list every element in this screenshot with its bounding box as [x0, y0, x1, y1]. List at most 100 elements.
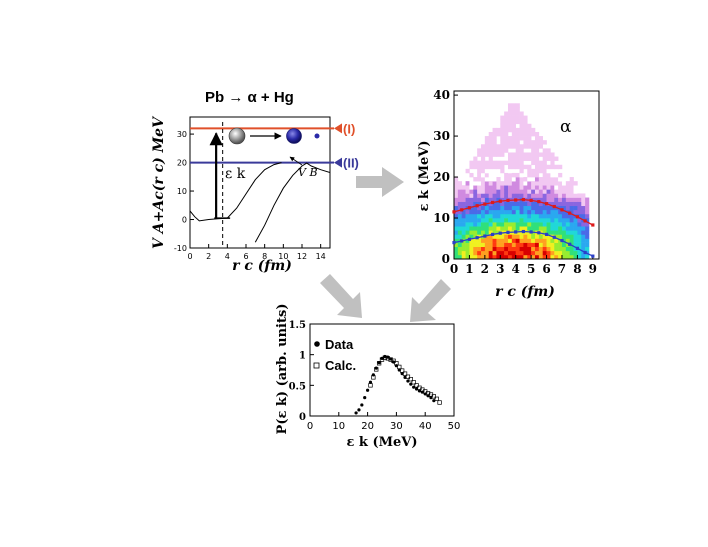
heatmap-cell — [565, 205, 570, 211]
data-point — [383, 354, 387, 359]
heatmap-cell — [573, 246, 578, 252]
heatmap-cell — [542, 181, 547, 186]
heatmap-cell — [507, 250, 513, 256]
heatmap-cell — [477, 160, 482, 166]
heatmap-cell — [569, 250, 574, 256]
heatmap-cell — [554, 156, 559, 161]
heatmap-cell — [515, 234, 520, 239]
heatmap-cell — [477, 168, 482, 174]
blue-curve-point — [506, 230, 510, 234]
heatmap-cell — [527, 156, 532, 161]
spectrum-y-tick-label: 0.5 — [289, 381, 306, 392]
heatmap-cell — [538, 226, 543, 231]
heatmap-cell — [538, 205, 543, 211]
heatmap-cell — [538, 254, 543, 260]
heatmap-cell — [480, 193, 486, 198]
heatmap-cell — [519, 250, 524, 256]
heatmap-cell — [585, 218, 590, 223]
heatmap-cell — [542, 193, 547, 198]
potential-ylabel-text: V A+Ac(r c) MeV — [151, 115, 167, 249]
heatmap-cell — [504, 218, 509, 223]
heatmap-cell — [504, 213, 509, 219]
heatmap-cell — [492, 205, 497, 211]
heatmap-cell — [573, 218, 578, 223]
heatmap-cell — [473, 181, 478, 186]
heatmap-cell — [488, 185, 493, 190]
heatmap-cell — [488, 193, 493, 198]
heatmap-cell — [573, 185, 578, 190]
heatmap-cell — [515, 193, 520, 198]
heatmap-cell — [534, 238, 540, 243]
legend-calc-label: Calc. — [325, 358, 356, 373]
heatmap-cell — [515, 230, 520, 235]
heatmap-cell — [558, 205, 563, 211]
heatmap-cell — [504, 226, 509, 231]
heatmap-cell — [542, 222, 547, 227]
heatmap-cell — [500, 127, 505, 133]
heatmap-cell — [488, 230, 493, 235]
heatmap-cell — [500, 209, 505, 215]
heatmap-cell — [507, 115, 513, 120]
heatmap-cell — [523, 156, 528, 161]
heatmap-cell — [465, 185, 470, 190]
heatmap-cell — [534, 148, 540, 153]
heatmap-cell — [565, 234, 570, 239]
heatmap-cell — [473, 222, 478, 227]
heatmap-cell — [469, 246, 474, 252]
heatmap-cell — [581, 226, 586, 231]
data-point — [374, 366, 378, 370]
heatmap-cell — [473, 209, 478, 215]
data-point — [409, 382, 413, 386]
heatmap-cell — [511, 144, 517, 149]
heatmap-cell — [473, 234, 478, 239]
heatmap-cell — [558, 218, 563, 223]
heatmap-cell — [473, 168, 478, 174]
heatmap-cell — [542, 242, 547, 248]
data-point — [380, 356, 384, 360]
heatmap-cell — [538, 242, 543, 248]
heatmap-cell — [554, 181, 559, 186]
heatmap-cell — [554, 189, 559, 194]
calc-point — [437, 400, 442, 405]
heatmap-cell — [554, 226, 559, 231]
heatmap-cell — [523, 230, 528, 235]
heatmap-cell — [577, 209, 582, 215]
heatmap-cell — [500, 246, 505, 252]
heatmap-cell — [504, 144, 509, 149]
heatmap-cell — [507, 189, 513, 194]
heatmap-cell — [488, 222, 493, 227]
heatmap-cell — [492, 144, 497, 149]
red-curve-point — [452, 210, 456, 214]
heatmap-cell — [550, 156, 555, 161]
heatmap-cell — [519, 177, 524, 182]
heatmap-cell — [534, 136, 540, 141]
heatmap-cell — [461, 193, 466, 198]
heatmap-cell — [519, 160, 524, 166]
heatmap-cell — [519, 234, 524, 239]
heatmap-cell — [507, 218, 513, 223]
potential-y-tick-label: 20 — [177, 159, 187, 168]
heatmap-cell — [558, 246, 563, 252]
heatmap-cell — [531, 181, 536, 186]
heatmap-cell — [496, 205, 501, 211]
heatmap-cell — [561, 238, 567, 243]
heatmap-cell — [461, 209, 466, 215]
blue-curve-point — [544, 232, 549, 237]
heatmap-cell — [469, 209, 474, 215]
heatmap-cell — [546, 164, 551, 170]
heatmap-cell — [581, 242, 586, 248]
heatmap-cell — [496, 242, 501, 248]
heatmap-cell — [500, 119, 505, 125]
heatmap-cell — [480, 144, 486, 149]
heatmap-cell — [519, 193, 524, 198]
heatmap-cell — [457, 205, 463, 211]
heatmap-cell — [538, 222, 543, 227]
heatmap-cell — [554, 209, 559, 215]
heatmap-cell — [569, 226, 574, 231]
heatmap-cell — [457, 242, 463, 248]
heatmap-cell — [531, 234, 536, 239]
heatmap-cell — [546, 222, 551, 227]
heatmap-cell — [504, 127, 509, 133]
heatmap-cell — [534, 222, 540, 227]
